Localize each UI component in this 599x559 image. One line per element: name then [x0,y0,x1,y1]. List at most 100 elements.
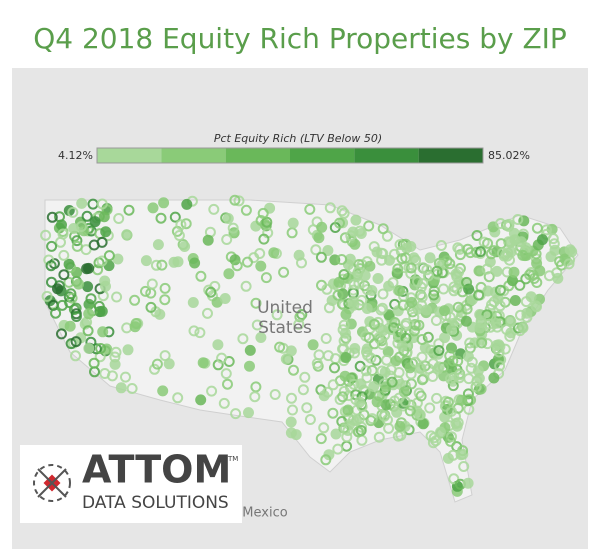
zip-marker [56,219,67,231]
zip-marker [334,217,345,229]
zip-marker [58,249,70,261]
zip-marker [46,240,58,252]
zip-marker [155,212,167,224]
zip-marker [71,266,83,278]
zip-marker [408,252,420,264]
zip-marker [339,423,351,435]
zip-marker [482,237,494,249]
zip-marker [41,290,53,302]
zip-marker [389,317,401,328]
zip-marker [420,304,432,316]
legend-bar [96,147,484,164]
zip-marker [475,246,486,258]
zip-marker [242,256,253,268]
legend-step [97,148,162,163]
zip-marker [230,408,242,420]
zip-marker [415,281,427,293]
zip-marker [405,268,417,279]
zip-marker [528,273,540,284]
zip-marker [517,322,529,334]
zip-marker [548,238,560,250]
zip-marker [452,242,464,254]
zip-marker [422,331,434,343]
zip-marker [65,338,77,350]
zip-marker [146,278,158,290]
zip-marker [481,263,493,275]
zip-marker [75,221,87,232]
zip-marker [145,301,157,313]
zip-marker [320,333,332,344]
zip-marker [288,364,299,376]
zip-marker [320,454,332,466]
zip-marker [405,241,417,252]
zip-marker [322,350,334,362]
zip-marker [40,229,52,241]
zip-marker [255,215,267,226]
zip-marker [363,332,375,344]
zip-marker [362,349,374,361]
zip-marker [197,357,209,369]
zip-marker [347,296,359,307]
zip-marker [466,294,478,306]
zip-marker [371,396,383,408]
zip-marker [71,240,83,252]
zip-marker [476,337,488,349]
zip-marker [428,432,440,444]
zip-marker [83,308,95,320]
zip-marker [122,344,134,356]
zip-marker [430,315,442,326]
zip-marker [126,383,138,394]
zip-marker [339,232,351,244]
title: Q4 2018 Equity Rich Properties by ZIP [33,22,567,55]
zip-marker [359,270,371,281]
zip-marker [115,382,127,394]
zip-marker [461,276,473,288]
zip-marker [50,307,62,319]
zip-marker [64,320,76,332]
legend-max: 85.02% [488,149,530,162]
zip-marker [475,315,487,327]
zip-marker [497,247,508,259]
legend-step [418,148,483,163]
zip-marker [552,272,564,284]
zip-marker [93,300,105,312]
zip-marker [378,410,390,422]
zip-marker [294,311,306,323]
zip-marker [473,289,485,301]
zip-marker [327,379,339,391]
zip-marker [431,265,443,277]
zip-marker [418,373,430,384]
zip-marker [304,203,316,215]
zip-marker [56,299,68,311]
zip-marker [278,266,290,278]
zip-marker [404,362,416,374]
zip-marker [347,414,359,426]
zip-marker [462,477,474,489]
zip-marker [202,234,214,246]
zip-marker [222,378,233,390]
zip-marker [504,330,516,342]
zip-marker [405,262,417,274]
zip-marker [372,273,384,284]
zip-marker [307,339,319,351]
zip-marker [508,266,520,278]
zip-marker [326,295,338,306]
zip-marker [446,324,457,335]
zip-marker [371,246,383,258]
zip-marker [394,420,406,432]
zip-marker [212,339,224,351]
zip-marker [89,216,101,228]
zip-marker [384,254,395,266]
zip-marker [414,409,426,421]
zip-marker [462,388,474,400]
zip-marker [336,298,348,310]
zip-marker [494,360,506,372]
zip-marker [517,249,529,261]
zip-marker [361,303,373,314]
zip-marker [173,230,185,241]
zip-marker [121,229,133,241]
zip-marker [376,302,388,314]
zip-marker [354,396,366,408]
